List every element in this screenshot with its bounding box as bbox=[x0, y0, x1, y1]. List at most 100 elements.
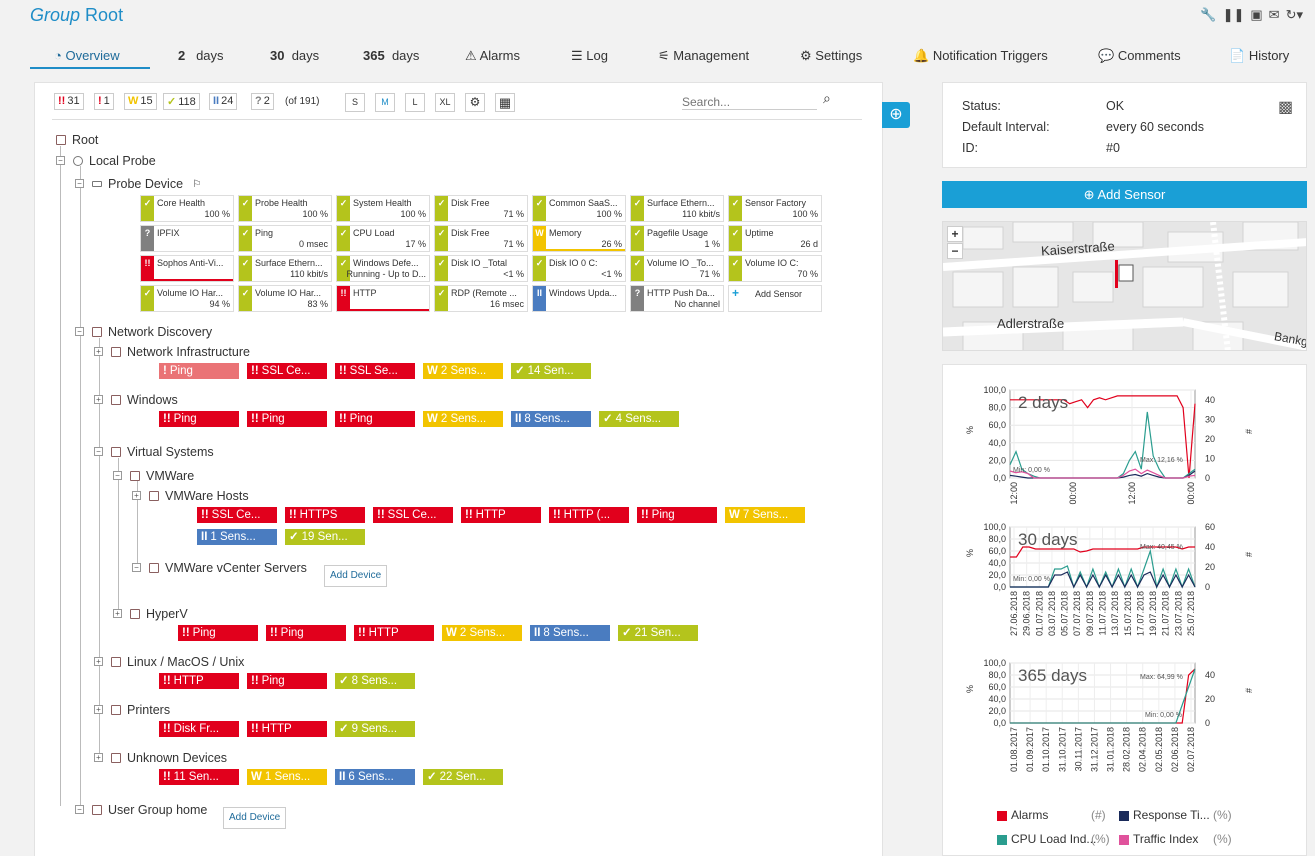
qr-code-icon[interactable]: ▩ bbox=[1278, 99, 1294, 116]
expand-icon[interactable]: + bbox=[94, 657, 103, 667]
status-pill[interactable]: !! SSL Se... bbox=[335, 363, 415, 379]
sensor-tile[interactable]: ✓ Common SaaS... 100 % bbox=[532, 195, 626, 222]
collapse-icon[interactable]: − bbox=[75, 327, 84, 337]
tab-history[interactable]: 📄 History bbox=[1229, 48, 1289, 70]
filter-down[interactable]: !! 31 bbox=[54, 93, 84, 110]
chart-2[interactable]: 100,0 80,0 60,0 40,0 20,0 0,0 40 20 0% #01.08.201… bbox=[955, 655, 1260, 795]
sensor-tile[interactable]: ? HTTP Push Da... No channel bbox=[630, 285, 724, 312]
add-sensor-tile[interactable]: + Add Sensor bbox=[728, 285, 822, 312]
tree-node-network-discovery[interactable]: − Network Discovery bbox=[75, 324, 212, 339]
sensor-tile[interactable]: ✓ Disk IO 0 C: <1 % bbox=[532, 255, 626, 282]
status-pill[interactable]: II 6 Sens... bbox=[335, 769, 415, 785]
sensor-tile[interactable]: ✓ Disk Free 71 % bbox=[434, 195, 528, 222]
status-pill[interactable]: !! Ping bbox=[247, 411, 327, 427]
search-icon[interactable]: ⌕ bbox=[823, 90, 831, 106]
status-pill[interactable]: ✓ 4 Sens... bbox=[599, 411, 679, 427]
add-device-button[interactable]: Add Device bbox=[223, 807, 287, 829]
legend-item[interactable]: Traffic Index (%) bbox=[1119, 832, 1232, 846]
expand-icon[interactable]: + bbox=[113, 609, 122, 619]
add-device-button[interactable]: Add Device bbox=[324, 565, 388, 587]
size-m-button[interactable]: M bbox=[375, 93, 395, 112]
status-pill[interactable]: !! Ping bbox=[247, 673, 327, 689]
sensor-tile[interactable]: ✓ Volume IO Har... 83 % bbox=[238, 285, 332, 312]
expand-icon[interactable]: + bbox=[94, 705, 103, 715]
refresh-icon[interactable]: ↻▾ bbox=[1285, 7, 1303, 22]
tree-node-vmware[interactable]: − VMWare bbox=[113, 468, 194, 483]
status-pill[interactable]: !! HTTPS bbox=[285, 507, 365, 523]
expand-icon[interactable]: + bbox=[94, 753, 103, 763]
tab-overview[interactable]: ◔ Overview bbox=[54, 48, 120, 70]
sensor-tile[interactable]: ✓ Sensor Factory 100 % bbox=[728, 195, 822, 222]
sensor-tile[interactable]: ✓ Volume IO Har... 94 % bbox=[140, 285, 234, 312]
status-pill[interactable]: II 8 Sens... bbox=[511, 411, 591, 427]
sensor-tile[interactable]: ✓ Probe Health 100 % bbox=[238, 195, 332, 222]
search-input[interactable] bbox=[682, 94, 817, 110]
tree-node-vcenter[interactable]: − VMWare vCenter Servers bbox=[132, 560, 307, 575]
status-pill[interactable]: !! HTTP (... bbox=[549, 507, 629, 523]
tab-2-days[interactable]: 2 days bbox=[178, 48, 224, 70]
sensor-tile[interactable]: !! HTTP bbox=[336, 285, 430, 312]
collapse-icon[interactable]: − bbox=[75, 179, 84, 189]
status-pill[interactable]: !! SSL Ce... bbox=[197, 507, 277, 523]
status-pill[interactable]: ✓ 14 Sen... bbox=[511, 363, 591, 379]
tree-node-user-group[interactable]: − User Group home bbox=[75, 802, 207, 817]
tree-node-local-probe[interactable]: − Local Probe bbox=[56, 153, 156, 168]
status-pill[interactable]: !! HTTP bbox=[354, 625, 434, 641]
tab-settings[interactable]: ⚙ Settings bbox=[800, 48, 862, 70]
status-pill[interactable]: !! Ping bbox=[159, 411, 239, 427]
sensor-tile[interactable]: ✓ Pagefile Usage 1 % bbox=[630, 225, 724, 252]
add-sensor-button[interactable]: ⊕ Add Sensor bbox=[942, 181, 1307, 208]
mail-icon[interactable]: ✉ bbox=[1268, 7, 1280, 22]
sensor-tile[interactable]: ? IPFIX bbox=[140, 225, 234, 252]
collapse-icon[interactable]: − bbox=[56, 156, 65, 166]
expand-icon[interactable]: + bbox=[94, 395, 103, 405]
status-pill[interactable]: ✓ 22 Sen... bbox=[423, 769, 503, 785]
status-pill[interactable]: !! Disk Fr... bbox=[159, 721, 239, 737]
tab-log[interactable]: ☰ Log bbox=[571, 48, 608, 70]
expand-icon[interactable]: + bbox=[132, 491, 141, 501]
status-pill[interactable]: !! Ping bbox=[178, 625, 258, 641]
tree-node-vmware-hosts[interactable]: + VMWare Hosts bbox=[132, 488, 249, 503]
legend-item[interactable]: Response Ti... (%) bbox=[1119, 808, 1232, 822]
sensor-tile[interactable]: W Memory 26 % bbox=[532, 225, 626, 252]
sensor-tile[interactable]: ✓ CPU Load 17 % bbox=[336, 225, 430, 252]
filter-up[interactable]: ✓ 118 bbox=[163, 93, 200, 110]
tree-node-network-infrastructure[interactable]: + Network Infrastructure bbox=[94, 344, 250, 359]
settings-gear-icon[interactable]: ⚙ bbox=[465, 93, 485, 112]
status-pill[interactable]: !! HTTP bbox=[461, 507, 541, 523]
status-pill[interactable]: ✓ 19 Sen... bbox=[285, 529, 365, 545]
tab-management[interactable]: ⚟ Management bbox=[658, 48, 749, 70]
legend-item[interactable]: CPU Load Ind... (%) bbox=[997, 832, 1110, 846]
tree-node-probe-device[interactable]: − Probe Device ⚐ bbox=[75, 176, 201, 191]
status-pill[interactable]: !! HTTP bbox=[247, 721, 327, 737]
sensor-tile[interactable]: ✓ Disk IO _Total <1 % bbox=[434, 255, 528, 282]
tree-node-unknown-devices[interactable]: + Unknown Devices bbox=[94, 750, 227, 765]
sensor-tile[interactable]: II Windows Upda... bbox=[532, 285, 626, 312]
chart-0[interactable]: 100,0 80,0 60,0 40,0 20,0 0,0 40 30 20 10 0% #23.07… bbox=[955, 382, 1260, 507]
filter-paused[interactable]: II 24 bbox=[209, 93, 238, 110]
sensor-tile[interactable]: ✓ Windows Defe... Running - Up to D... bbox=[336, 255, 430, 282]
pause-icon[interactable]: ❚❚ bbox=[1222, 7, 1245, 22]
sensor-tile[interactable]: ✓ Core Health 100 % bbox=[140, 195, 234, 222]
sensor-tile[interactable]: ✓ Uptime 26 d bbox=[728, 225, 822, 252]
sensor-tile[interactable]: ✓ Ping 0 msec bbox=[238, 225, 332, 252]
tree-node-virtual-systems[interactable]: − Virtual Systems bbox=[94, 444, 214, 459]
status-pill[interactable]: !! SSL Ce... bbox=[373, 507, 453, 523]
status-pill[interactable]: II 8 Sens... bbox=[530, 625, 610, 641]
grid-view-icon[interactable]: ▦ bbox=[495, 93, 515, 112]
sensor-tile[interactable]: ✓ Volume IO _To... 71 % bbox=[630, 255, 724, 282]
zoom-in-button[interactable]: + bbox=[947, 226, 963, 242]
expand-icon[interactable]: + bbox=[94, 347, 103, 357]
collapse-icon[interactable]: − bbox=[132, 563, 141, 573]
status-pill[interactable]: ✓ 8 Sens... bbox=[335, 673, 415, 689]
sensor-tile[interactable]: ✓ Surface Ethern... 110 kbit/s bbox=[630, 195, 724, 222]
tree-node-hyperv[interactable]: + HyperV bbox=[113, 606, 188, 621]
filter-warning[interactable]: W 15 bbox=[124, 93, 157, 110]
tab-30-days[interactable]: 30 days bbox=[270, 48, 319, 70]
status-pill[interactable]: ✓ 21 Sen... bbox=[618, 625, 698, 641]
status-pill[interactable]: ✓ 9 Sens... bbox=[335, 721, 415, 737]
tree-node-printers[interactable]: + Printers bbox=[94, 702, 170, 717]
